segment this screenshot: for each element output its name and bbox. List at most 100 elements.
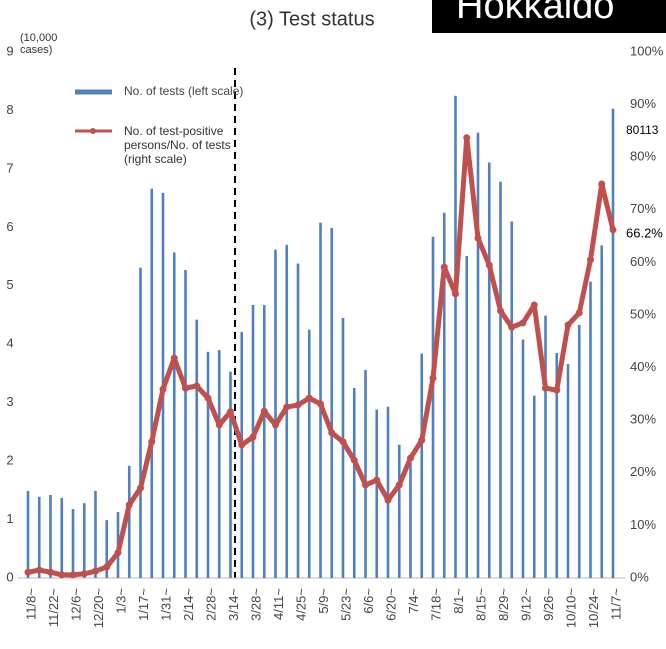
point [452, 290, 459, 298]
bar [251, 305, 255, 578]
region-label: Hokkaido [456, 0, 614, 27]
bar [521, 339, 525, 578]
bar [577, 324, 581, 578]
x-tick-label: 1/3~ [113, 588, 128, 614]
x-tick-label: 11/22~ [46, 588, 61, 628]
bar [397, 444, 401, 578]
annotation: 66.2% [626, 225, 663, 240]
y-tick-label: 8 [6, 102, 13, 117]
point [92, 567, 99, 575]
bar [476, 132, 480, 579]
point [193, 382, 201, 390]
point [159, 385, 167, 393]
bar [49, 495, 52, 578]
y-tick-label: 4 [6, 336, 13, 351]
point [272, 421, 279, 429]
point [182, 384, 189, 392]
bar [139, 267, 142, 578]
point [227, 408, 234, 416]
bar [37, 496, 41, 578]
bar [555, 352, 559, 578]
y-tick-label: 3 [6, 394, 13, 409]
x-tick-label: 12/20~ [91, 588, 106, 629]
point [440, 263, 448, 271]
point [587, 256, 594, 264]
x-tick-label: 10/24~ [586, 588, 601, 629]
y-tick-label: 1 [6, 511, 13, 526]
y2-tick-label: 70% [630, 201, 656, 216]
x-tick-label: 5/23~ [338, 588, 353, 621]
point [497, 307, 504, 315]
point [204, 394, 212, 402]
x-tick-label: 3/14~ [226, 588, 241, 621]
annotation: 80113 [626, 123, 659, 137]
point [137, 484, 144, 492]
bar [487, 162, 491, 578]
point [148, 438, 156, 446]
x-tick-label: 8/15~ [473, 588, 488, 621]
point [249, 433, 257, 441]
point [564, 321, 572, 329]
x-tick-label: 7/4~ [406, 588, 421, 614]
point [35, 566, 43, 574]
x-tick-label: 11/7~ [608, 588, 623, 620]
y2-tick-label: 90% [630, 96, 656, 111]
x-tick-label: 8/1~ [451, 588, 466, 614]
point [114, 549, 122, 557]
bar [589, 281, 592, 578]
x-tick-label: 7/18~ [428, 588, 443, 621]
bar [454, 95, 457, 578]
bar [105, 520, 109, 578]
point [215, 421, 223, 429]
bar [307, 329, 311, 578]
y2-tick-label: 50% [630, 306, 656, 321]
bar [566, 364, 570, 578]
y-tick-label: 2 [6, 453, 13, 468]
bar [94, 490, 97, 578]
bar [611, 108, 615, 579]
bar [296, 263, 300, 578]
y2-tick-label: 80% [630, 149, 656, 164]
y-tick-label: 0 [6, 569, 13, 584]
point [373, 476, 381, 484]
point [283, 403, 291, 411]
chart-title: (3) Test status [249, 8, 374, 30]
bar [274, 249, 277, 578]
point [69, 571, 77, 579]
x-tick-label: 10/10~ [563, 588, 578, 629]
x-tick-label: 6/6~ [361, 588, 376, 614]
legend-swatch [90, 128, 96, 134]
bar [409, 462, 412, 578]
bar [532, 395, 536, 578]
bar [195, 319, 199, 578]
point [103, 563, 111, 571]
x-tick-label: 2/14~ [181, 588, 196, 621]
point [125, 501, 133, 509]
legend-label: No. of test-positive persons/No. of test… [124, 124, 231, 166]
x-tick-label: 12/6~ [68, 588, 83, 621]
point [260, 407, 268, 415]
point [395, 481, 403, 489]
bar [465, 255, 469, 578]
bar [375, 409, 379, 578]
x-tick-label: 11/8~ [23, 588, 38, 620]
point [170, 354, 178, 362]
point [530, 301, 538, 309]
bar [544, 315, 547, 578]
bar [431, 236, 435, 578]
point [384, 496, 392, 504]
point [294, 401, 302, 409]
point [24, 568, 32, 576]
point [47, 568, 54, 576]
y2-tick-label: 40% [630, 359, 656, 374]
point [429, 374, 437, 382]
point [463, 134, 471, 142]
y-tick-label: 7 [6, 160, 13, 175]
bar [229, 371, 232, 578]
point [328, 429, 336, 437]
bar [330, 227, 334, 578]
point [542, 384, 549, 392]
y-tick-label: 6 [6, 219, 13, 234]
